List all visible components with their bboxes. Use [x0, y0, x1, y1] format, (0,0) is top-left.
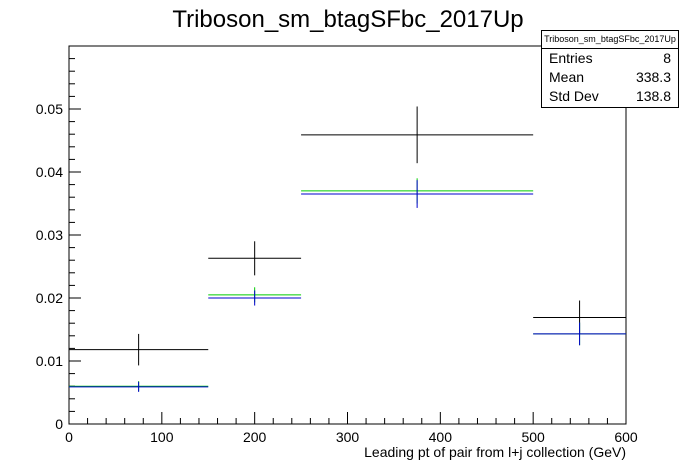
- series-layer: [69, 106, 626, 392]
- x-axis-label: Leading pt of pair from l+j collection (…: [364, 444, 626, 460]
- minor-ticks: [68, 45, 627, 425]
- x-tick-label: 100: [150, 429, 174, 445]
- x-tick-label: 400: [429, 429, 453, 445]
- stats-label: Entries: [549, 50, 593, 66]
- stats-row-entries: Entries 8: [542, 49, 678, 68]
- x-tick-label: 600: [614, 429, 638, 445]
- y-tick-label: 0.05: [36, 101, 63, 117]
- y-tick-label: 0: [55, 416, 63, 432]
- stats-box: Triboson_sm_btagSFbc_2017Up Entries 8 Me…: [541, 30, 679, 108]
- stats-label: Mean: [549, 69, 585, 85]
- y-tick-label: 0.02: [36, 290, 63, 306]
- stats-value: 8: [663, 50, 671, 66]
- x-tick-label: 300: [336, 429, 360, 445]
- y-axis: 0 0.01 0.02 0.03 0.04 0.05: [36, 101, 63, 432]
- stats-box-title: Triboson_sm_btagSFbc_2017Up: [542, 31, 678, 49]
- x-tick-label: 200: [243, 429, 267, 445]
- stats-row-stddev: Std Dev 138.8: [542, 87, 678, 106]
- y-tick-label: 0.01: [36, 353, 63, 369]
- y-tick-label: 0.03: [36, 227, 63, 243]
- stats-value: 338.3: [635, 69, 671, 85]
- chart-title: Triboson_sm_btagSFbc_2017Up: [172, 6, 524, 33]
- stats-label: Std Dev: [549, 88, 599, 104]
- x-tick-label: 0: [65, 429, 73, 445]
- x-tick-label: 500: [521, 429, 545, 445]
- stats-value: 138.8: [635, 88, 671, 104]
- y-tick-label: 0.04: [36, 164, 63, 180]
- x-axis: 0 100 200 300 400 500 600: [65, 429, 638, 445]
- stats-row-mean: Mean 338.3: [542, 68, 678, 87]
